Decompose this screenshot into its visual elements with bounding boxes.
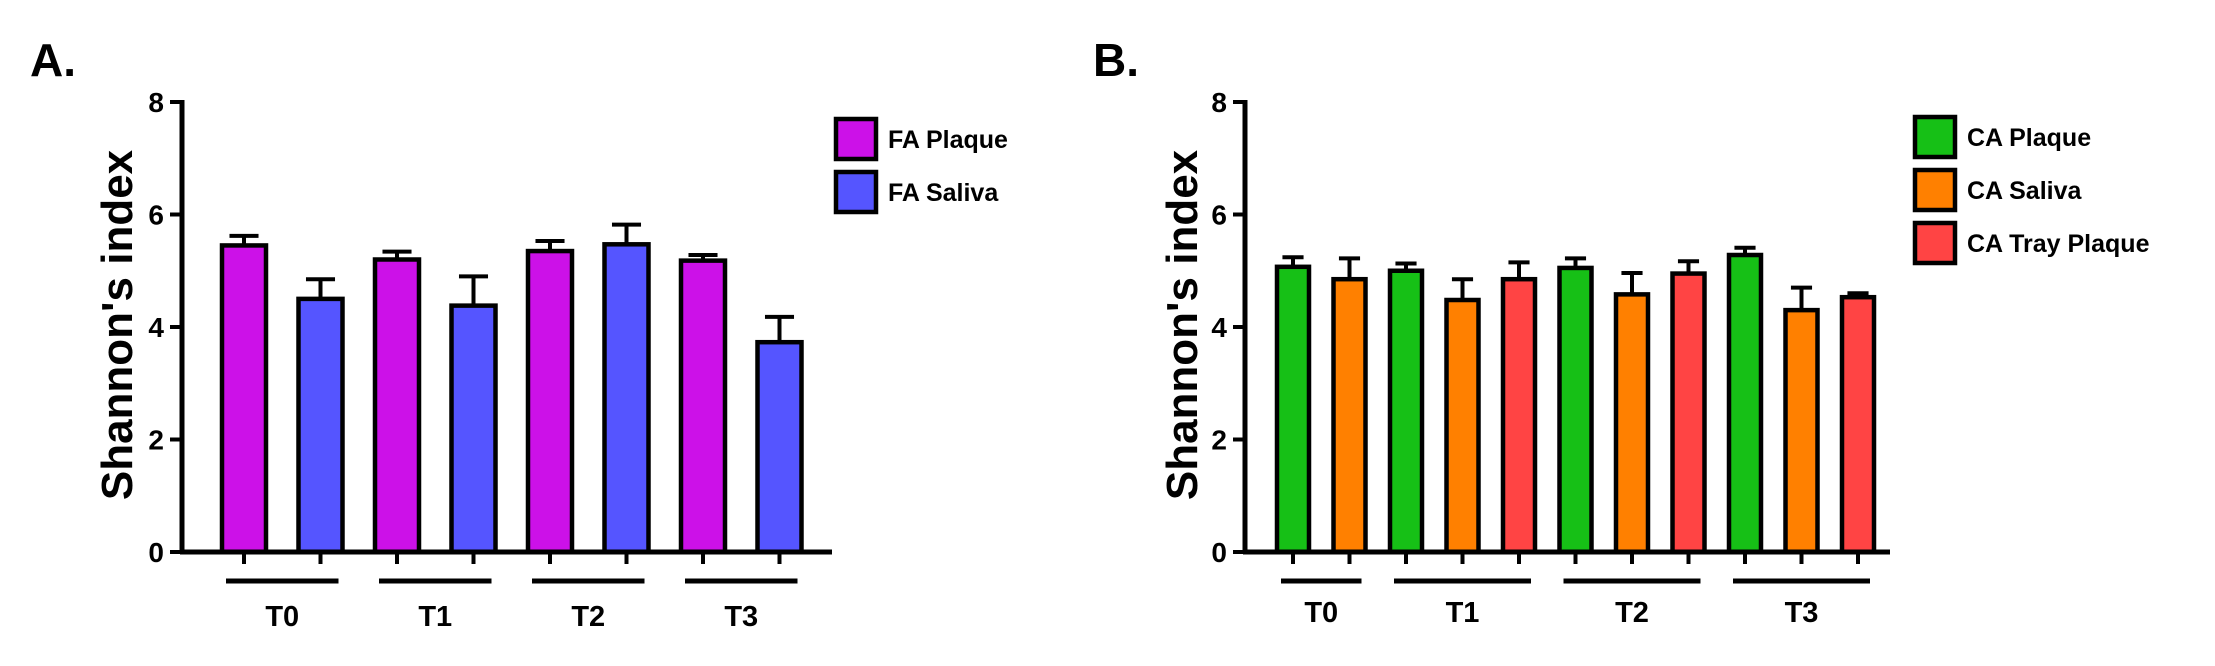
y-tick-label: 0 [1211, 537, 1227, 568]
panel-a-letter: A. [30, 34, 76, 86]
legend-swatch [1912, 114, 1958, 160]
bar [1557, 265, 1594, 555]
group-label: T2 [571, 601, 605, 633]
panel-a-legend: FA Plaque FA Saliva [833, 116, 1008, 215]
y-tick-label: 2 [148, 425, 164, 456]
legend-swatch [1912, 167, 1958, 213]
bar [372, 257, 422, 555]
y-tick-label: 6 [1211, 200, 1227, 231]
y-tick-label: 0 [148, 537, 164, 568]
legend-swatch [833, 116, 879, 162]
bar [1331, 276, 1368, 555]
bar [1726, 252, 1764, 555]
legend-label: CA Plaque [1967, 124, 2091, 152]
group-label: T2 [1615, 597, 1649, 629]
bar [1839, 294, 1877, 555]
bar [1783, 307, 1820, 555]
bar [449, 303, 498, 555]
bar [678, 258, 728, 555]
legend-label: FA Saliva [888, 179, 999, 207]
bar [1387, 268, 1425, 555]
panel-b-legend: CA Plaque CA Saliva CA Tray Plaque [1912, 114, 2150, 266]
panel-a-y-axis-label: Shannon's index [93, 149, 142, 500]
group-label: T1 [418, 601, 452, 633]
panel-b-bars [1274, 245, 1877, 555]
bar [219, 243, 269, 555]
y-tick-label: 4 [148, 312, 164, 343]
panel-a-bars [219, 222, 804, 555]
panel-b-axes: 0 2 4 6 8 T0 T1 T2 T3 [1211, 87, 1890, 629]
bar [602, 242, 651, 555]
bar [1500, 276, 1538, 555]
group-label: T3 [1785, 597, 1819, 629]
group-label: T3 [724, 601, 758, 633]
y-tick-label: 2 [1211, 425, 1227, 456]
bar [296, 296, 345, 555]
y-tick-label: 8 [148, 87, 164, 118]
bar [1444, 297, 1481, 555]
panel-b-chart: B. Shannon's index 0 2 4 6 8 T0 T1 T2 T3 CA Plaq… [1093, 34, 2150, 629]
y-tick-label: 6 [148, 200, 164, 231]
panel-b-y-axis-label: Shannon's index [1158, 149, 1207, 500]
panel-a-chart: A. Shannon's index 0 2 4 6 8 T0 T1 T2 T3 FA Plaq… [30, 34, 1008, 633]
bar [755, 339, 804, 555]
bar [1670, 271, 1707, 555]
panel-b-letter: B. [1093, 34, 1139, 86]
group-label: T1 [1446, 597, 1480, 629]
bar [1613, 292, 1651, 555]
legend-swatch [1912, 220, 1958, 266]
bar [525, 248, 575, 555]
legend-label: FA Plaque [888, 126, 1008, 154]
y-tick-label: 8 [1211, 87, 1227, 118]
legend-swatch [833, 169, 879, 215]
bar [1274, 264, 1312, 555]
legend-label: CA Saliva [1967, 177, 2083, 205]
group-label: T0 [1304, 597, 1338, 629]
group-label: T0 [265, 601, 299, 633]
legend-label: CA Tray Plaque [1967, 230, 2150, 258]
panel-a-axes: 0 2 4 6 8 T0 T1 T2 T3 [148, 87, 832, 633]
y-tick-label: 4 [1211, 312, 1227, 343]
